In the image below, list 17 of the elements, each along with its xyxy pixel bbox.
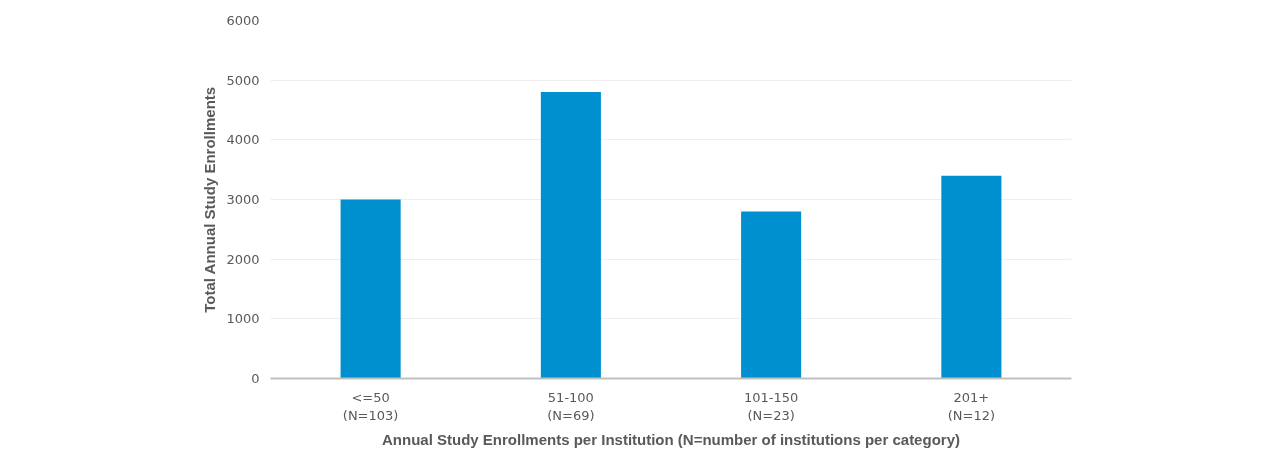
- x-tick-label: 51-100 (N=69): [547, 389, 595, 423]
- y-tick-label: 1000: [226, 311, 260, 327]
- y-tick-label: 6000: [226, 13, 260, 28]
- x-axis-title: Annual Study Enrollments per Institution (N=number of institutions per category): [382, 430, 960, 448]
- y-tick-label: 3000: [226, 192, 260, 207]
- y-axis-title: Total Annual Study Enrollments: [201, 86, 219, 313]
- y-tick-label: 2000: [226, 251, 260, 267]
- bar: [741, 211, 802, 379]
- bar: [540, 92, 601, 379]
- x-tick-label: 201+ (N=12): [947, 389, 996, 423]
- x-tick-label: <=50 (N=103): [342, 389, 399, 423]
- x-tick-label: 101-150 (N=23): [743, 389, 799, 423]
- y-tick-label: 4000: [226, 132, 260, 148]
- bar: [340, 199, 401, 379]
- bar: [941, 175, 1002, 379]
- y-tick-label: 0: [251, 371, 260, 386]
- y-tick-label: 5000: [226, 72, 260, 88]
